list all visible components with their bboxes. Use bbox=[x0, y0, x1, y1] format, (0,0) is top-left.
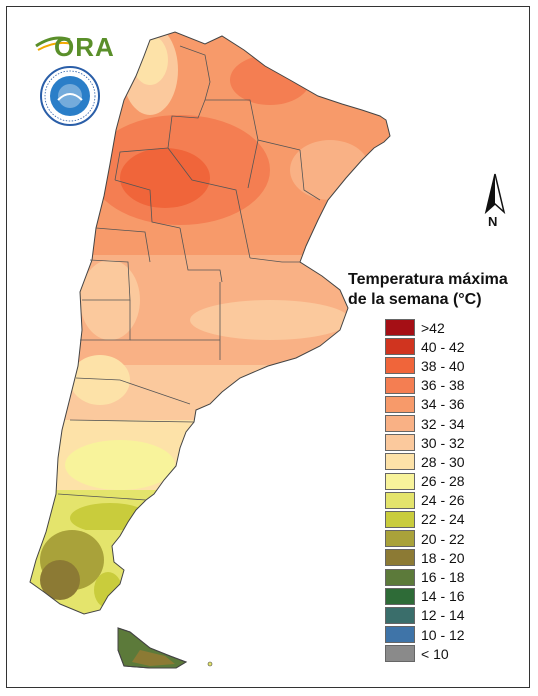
legend-item: 38 - 40 bbox=[385, 356, 465, 375]
small-island bbox=[207, 661, 213, 667]
legend-swatch bbox=[385, 549, 415, 567]
legend-label: 34 - 36 bbox=[421, 396, 465, 413]
legend-swatch bbox=[385, 510, 415, 528]
legend-item: 26 - 28 bbox=[385, 472, 465, 491]
legend-label: 14 - 16 bbox=[421, 588, 465, 605]
legend-item: 30 - 32 bbox=[385, 433, 465, 452]
province-boundaries bbox=[57, 45, 321, 501]
legend-swatch bbox=[385, 338, 415, 356]
ora-logo: ORA bbox=[34, 30, 114, 62]
seal-icon bbox=[40, 66, 100, 126]
legend-label: 30 - 32 bbox=[421, 434, 465, 451]
legend-label: 36 - 38 bbox=[421, 377, 465, 394]
legend-item: >42 bbox=[385, 318, 465, 337]
legend-swatch bbox=[385, 395, 415, 413]
legend-swatch bbox=[385, 472, 415, 490]
north-label: N bbox=[488, 214, 498, 229]
legend-label: 24 - 26 bbox=[421, 492, 465, 509]
legend-item: 40 - 42 bbox=[385, 337, 465, 356]
tdf-warm-patch bbox=[132, 650, 175, 666]
legend-swatch bbox=[385, 434, 415, 452]
legend-item: 22 - 24 bbox=[385, 510, 465, 529]
legend-item: 32 - 34 bbox=[385, 414, 465, 433]
legend-label: 18 - 20 bbox=[421, 549, 465, 566]
legend-label: 10 - 12 bbox=[421, 626, 465, 643]
legend-swatch bbox=[385, 376, 415, 394]
legend-label: 32 - 34 bbox=[421, 415, 465, 432]
legend-item: 16 - 18 bbox=[385, 567, 465, 586]
legend-item: 34 - 36 bbox=[385, 395, 465, 414]
legend-swatch bbox=[385, 357, 415, 375]
legend-label: 28 - 30 bbox=[421, 453, 465, 470]
legend-label: 38 - 40 bbox=[421, 357, 465, 374]
legend-label: 40 - 42 bbox=[421, 338, 465, 355]
legend-label: 12 - 14 bbox=[421, 607, 465, 624]
legend-item: 36 - 38 bbox=[385, 376, 465, 395]
legend-label: 26 - 28 bbox=[421, 473, 465, 490]
legend-item: 12 - 14 bbox=[385, 606, 465, 625]
legend-swatch bbox=[385, 568, 415, 586]
country-outline bbox=[29, 31, 391, 615]
north-arrow-icon bbox=[484, 173, 506, 215]
ora-swoosh-icon bbox=[35, 36, 73, 51]
legend-item: 20 - 22 bbox=[385, 529, 465, 548]
legend-swatch bbox=[385, 415, 415, 433]
legend: >42 40 - 42 38 - 40 36 - 38 34 - 36 32 - 34 30… bbox=[385, 318, 465, 663]
legend-swatch bbox=[385, 645, 415, 663]
legend-title: Temperatura máxima de la semana (°C) bbox=[348, 270, 518, 310]
legend-item: < 10 bbox=[385, 644, 465, 663]
legend-title-line2: de la semana (°C) bbox=[348, 291, 482, 308]
legend-swatch bbox=[385, 626, 415, 644]
legend-label: < 10 bbox=[421, 645, 449, 662]
legend-title-line1: Temperatura máxima bbox=[348, 271, 508, 288]
legend-swatch bbox=[385, 587, 415, 605]
tdf-outline bbox=[117, 627, 188, 669]
legend-item: 14 - 16 bbox=[385, 587, 465, 606]
legend-label: 20 - 22 bbox=[421, 530, 465, 547]
legend-swatch bbox=[385, 606, 415, 624]
legend-item: 18 - 20 bbox=[385, 548, 465, 567]
legend-item: 24 - 26 bbox=[385, 491, 465, 510]
legend-item: 28 - 30 bbox=[385, 452, 465, 471]
legend-item: 10 - 12 bbox=[385, 625, 465, 644]
ora-logo-text: ORA bbox=[54, 32, 115, 62]
legend-label: 22 - 24 bbox=[421, 511, 465, 528]
legend-swatch bbox=[385, 319, 415, 337]
legend-label: >42 bbox=[421, 319, 445, 336]
legend-swatch bbox=[385, 491, 415, 509]
legend-label: 16 - 18 bbox=[421, 569, 465, 586]
legend-swatch bbox=[385, 453, 415, 471]
legend-swatch bbox=[385, 530, 415, 548]
